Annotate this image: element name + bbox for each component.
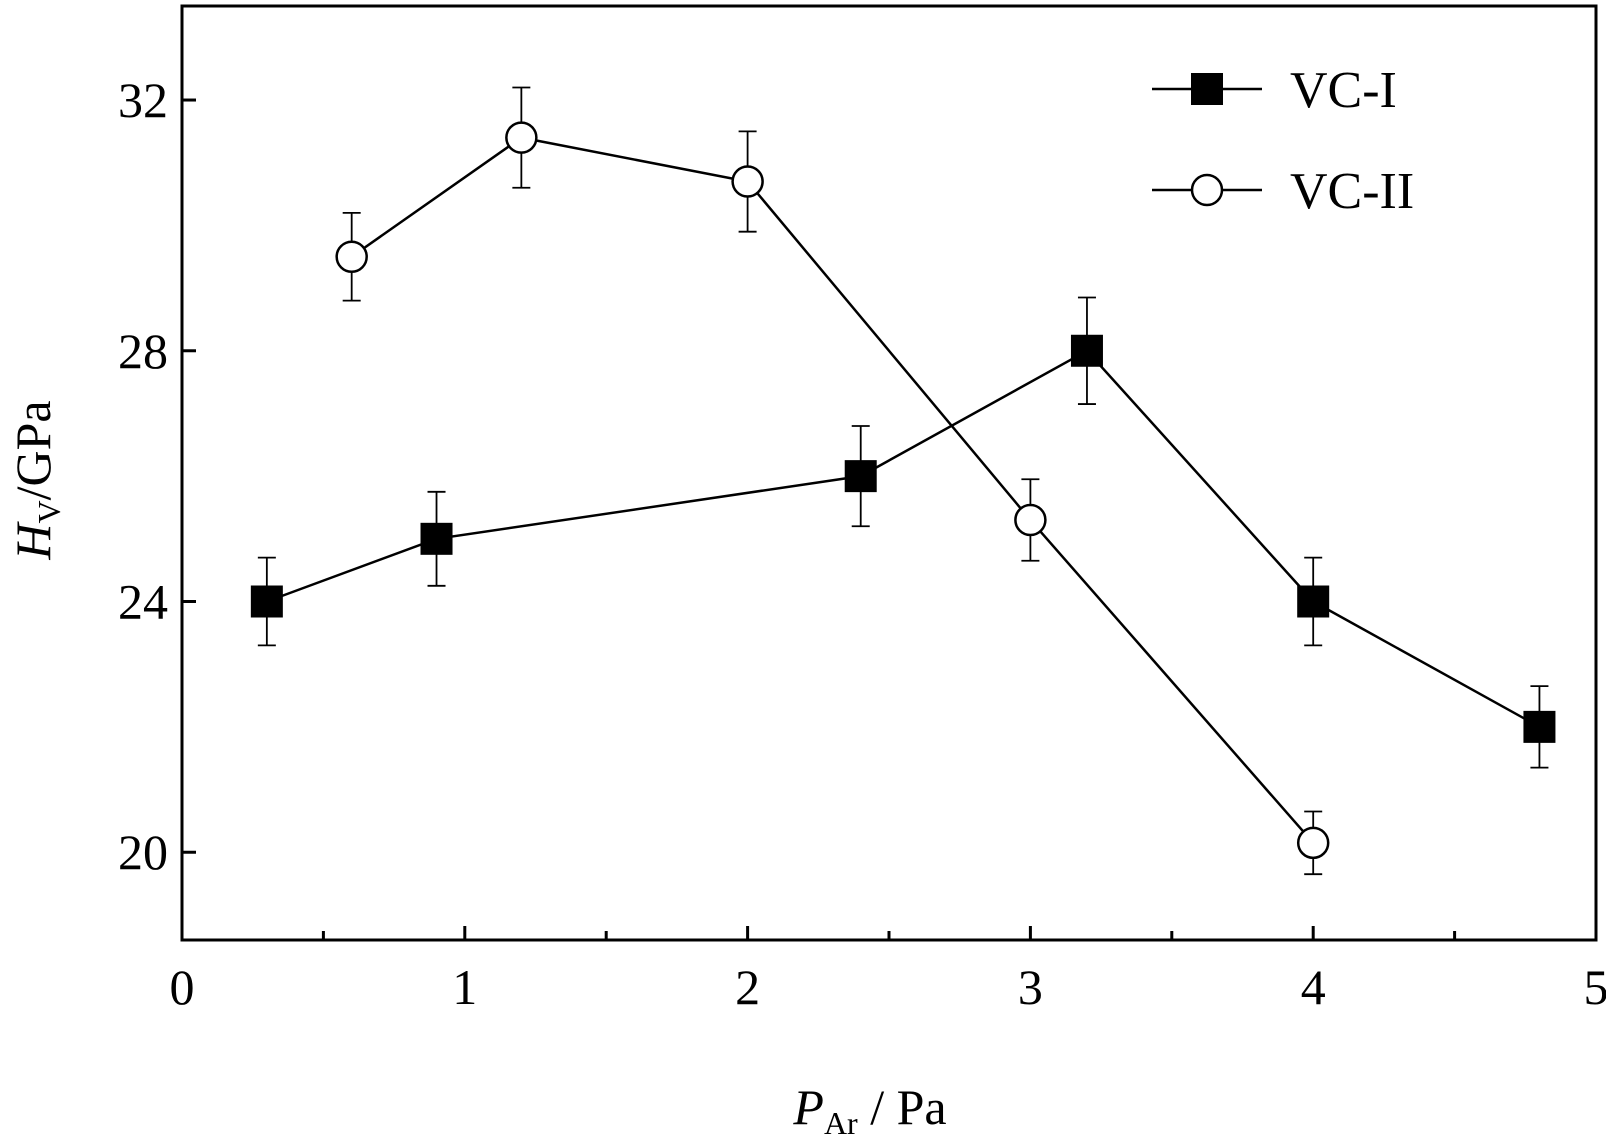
legend-marker [1192, 175, 1222, 205]
legend-label: VC-II [1290, 163, 1414, 220]
y-axis-title-unit: /GPa [5, 400, 61, 500]
y-tick-label: 20 [118, 824, 168, 880]
x-tick-label: 4 [1301, 959, 1326, 1015]
data-point [733, 167, 763, 197]
legend-item-vc-ii: VC-II [1152, 163, 1414, 220]
plot-frame [182, 6, 1596, 940]
legend-marker [1192, 74, 1222, 104]
legend-item-vc-i: VC-I [1152, 62, 1397, 119]
y-tick-label: 28 [118, 323, 168, 379]
x-axis-title-subscript: Ar [824, 1105, 858, 1136]
data-point [1524, 712, 1554, 742]
data-point [252, 587, 282, 617]
y-tick-label: 24 [118, 574, 168, 630]
data-point [422, 524, 452, 554]
x-tick-label: 5 [1584, 959, 1606, 1015]
data-point [1015, 505, 1045, 535]
y-tick-label: 32 [118, 72, 168, 128]
x-tick-label: 1 [452, 959, 477, 1015]
data-point [846, 461, 876, 491]
x-tick-label: 2 [735, 959, 760, 1015]
series-line [352, 138, 1314, 843]
legend: VC-I VC-II [1152, 62, 1414, 220]
data-point [506, 123, 536, 153]
x-axis-title: PAr / Pa [792, 1079, 946, 1136]
x-axis-title-symbol: P [792, 1079, 824, 1135]
data-point [337, 242, 367, 272]
x-tick-label: 3 [1018, 959, 1043, 1015]
x-tick-label: 0 [170, 959, 195, 1015]
data-point [1298, 828, 1328, 858]
series-line [267, 351, 1540, 727]
y-axis-title: HV/GPa [5, 400, 67, 560]
data-point [1072, 336, 1102, 366]
legend-label: VC-I [1290, 62, 1397, 119]
y-axis-title-subscript: V [31, 500, 67, 523]
x-axis-title-unit: / Pa [858, 1079, 947, 1135]
y-axis-title-symbol: H [5, 521, 61, 561]
data-point [1298, 587, 1328, 617]
axes-layer [182, 6, 1596, 940]
